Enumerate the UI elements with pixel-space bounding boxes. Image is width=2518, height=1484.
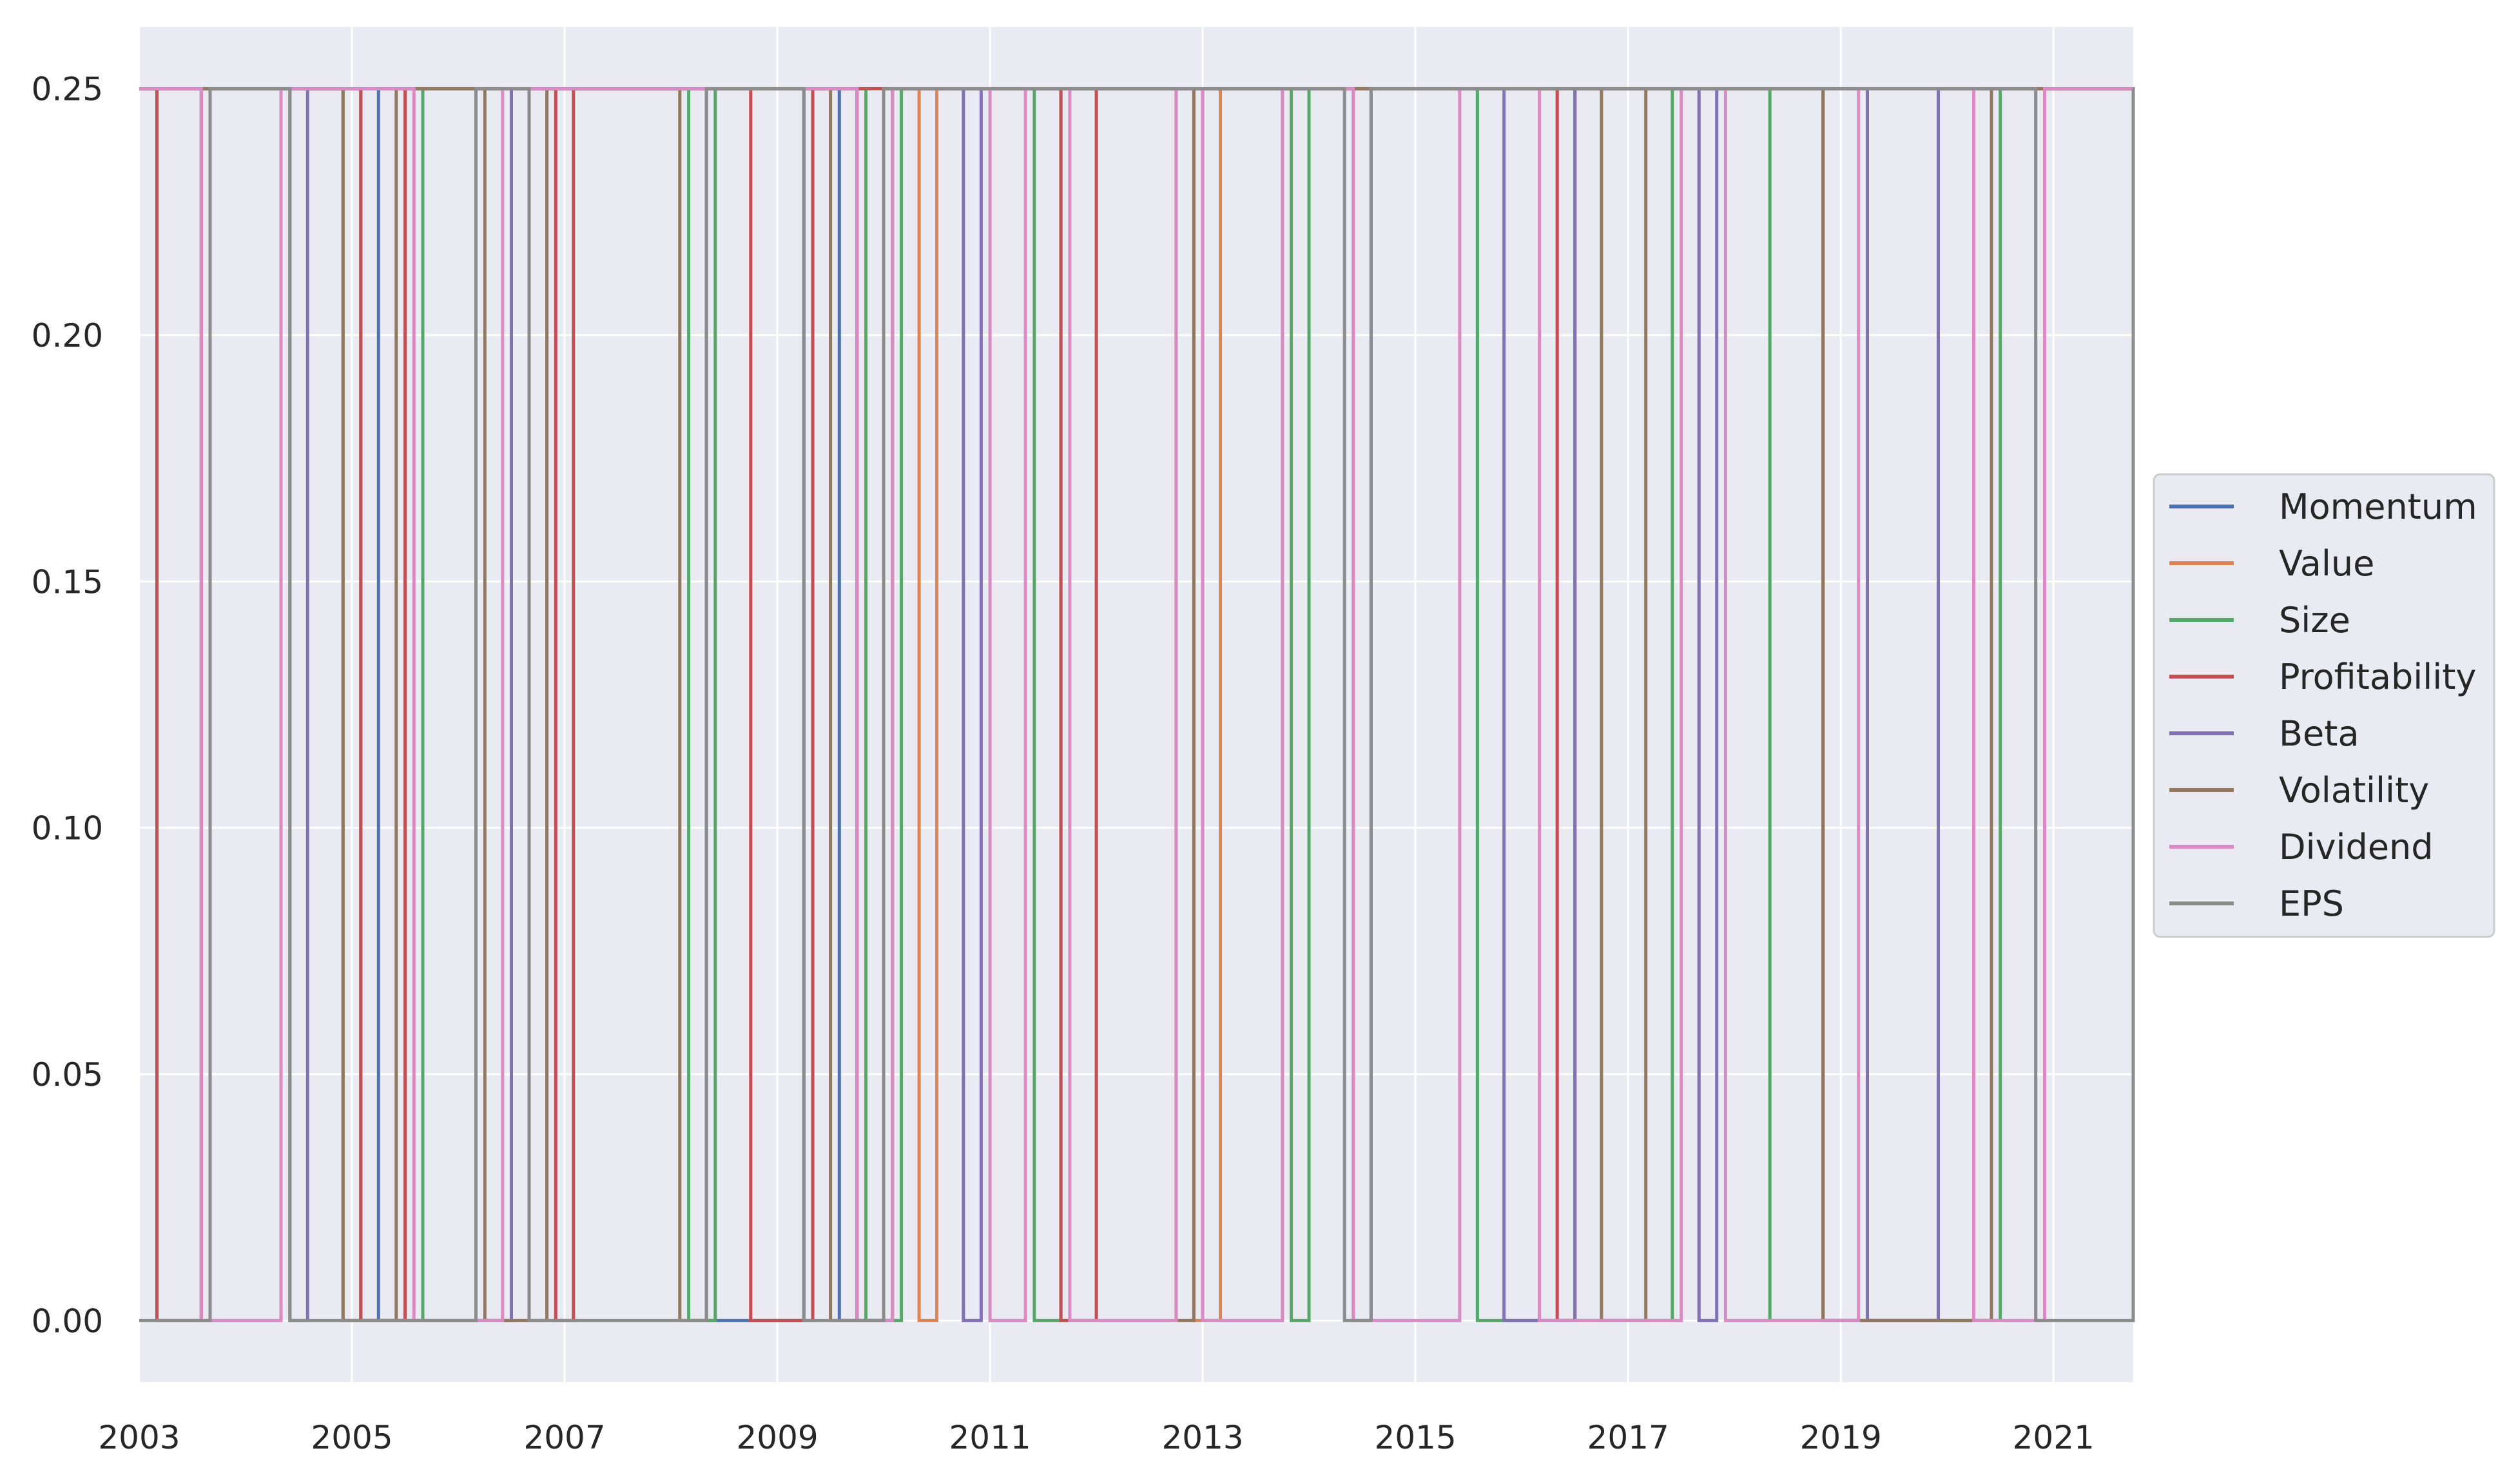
legend-label-dividend: Dividend <box>2279 827 2434 867</box>
legend-label-value: Value <box>2279 543 2374 584</box>
x-tick-label: 2017 <box>1587 1419 1669 1456</box>
y-tick-label: 0.20 <box>32 317 103 354</box>
series-lines <box>139 87 2135 1322</box>
x-tick-label: 2021 <box>2013 1419 2095 1456</box>
legend[interactable]: Momentum Value Size Profitability Beta Volati… <box>2153 473 2495 938</box>
legend-label-volatility: Volatility <box>2279 770 2429 811</box>
y-tick-label: 0.05 <box>32 1056 103 1094</box>
x-tick-label: 2011 <box>949 1419 1031 1456</box>
legend-label-size: Size <box>2279 600 2350 641</box>
legend-frame <box>2153 473 2495 938</box>
x-tick-label: 2013 <box>1162 1419 1244 1456</box>
x-tick-label: 2005 <box>311 1419 392 1456</box>
x-tick-labels: 2003 2005 2007 2009 2011 2013 2015 2017 2019 2021 <box>98 1419 2094 1456</box>
legend-label-momentum: Momentum <box>2279 487 2477 527</box>
legend-label-beta: Beta <box>2279 713 2359 754</box>
plot-area <box>139 27 2133 1382</box>
y-tick-label: 0.00 <box>32 1302 103 1340</box>
x-tick-label: 2019 <box>1800 1419 1882 1456</box>
legend-items: Momentum Value Size Profitability Beta Volati… <box>2169 487 2477 924</box>
legend-label-eps: EPS <box>2279 883 2344 924</box>
x-tick-label: 2015 <box>1375 1419 1457 1456</box>
legend-label-profitability: Profitability <box>2279 657 2476 697</box>
x-tick-label: 2007 <box>523 1419 605 1456</box>
x-tick-label: 2009 <box>736 1419 818 1456</box>
y-tick-label: 0.10 <box>32 810 103 847</box>
x-tick-label: 2003 <box>98 1419 180 1456</box>
y-tick-label: 0.25 <box>32 71 103 108</box>
y-tick-label: 0.15 <box>32 563 103 601</box>
y-tick-labels: 0.00 0.05 0.10 0.15 0.20 0.25 <box>32 71 103 1340</box>
series-line-eps <box>139 87 2135 1322</box>
